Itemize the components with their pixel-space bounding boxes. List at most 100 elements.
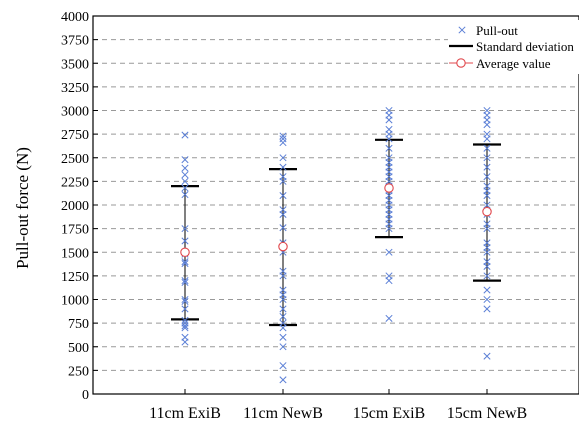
point-0-7 <box>181 225 189 233</box>
point-0-19 <box>181 322 189 330</box>
point-1-9-stroke-b <box>279 210 287 219</box>
point-1-25-stroke-b <box>279 376 287 384</box>
point-0-1-stroke-b <box>181 156 189 164</box>
point-3-16 <box>483 225 491 233</box>
point-0-8-stroke-b <box>181 237 189 245</box>
x-tick-label-2: 15cm ExiB <box>353 405 425 422</box>
point-1-22 <box>279 333 287 341</box>
point-3-7 <box>483 154 491 162</box>
point-0-20 <box>181 324 189 332</box>
average-marker-1 <box>278 241 288 252</box>
point-2-6-stroke-b <box>385 144 393 152</box>
point-0-3 <box>181 171 189 179</box>
point-3-23-stroke-b <box>483 286 491 294</box>
y-tick-label-4000: 4000 <box>61 10 89 25</box>
point-1-21-stroke-b <box>279 324 287 332</box>
x-axis-ticks: 11cm ExiB 11cm NewB 15cm ExiB 15cm NewB <box>149 389 527 422</box>
point-0-4 <box>181 177 189 185</box>
average-marker-2 <box>384 183 394 193</box>
point-0-16 <box>181 305 189 313</box>
y-tick-label-0: 0 <box>82 388 89 403</box>
point-0-14-stroke-b <box>181 295 189 304</box>
point-1-2 <box>279 139 287 147</box>
point-0-16-stroke-b <box>181 305 189 313</box>
point-3-12 <box>483 191 491 200</box>
point-0-11-stroke-b <box>181 260 189 268</box>
point-0-4-stroke-b <box>181 177 189 185</box>
point-1-10-stroke-b <box>279 224 287 232</box>
point-2-25 <box>385 277 393 285</box>
point-3-5 <box>483 135 491 143</box>
point-0-5 <box>181 184 189 192</box>
point-1-2-stroke-b <box>279 139 287 147</box>
point-0-7-stroke-b <box>181 225 189 233</box>
point-3-24 <box>483 295 491 304</box>
point-3-26-stroke-b <box>483 352 491 360</box>
point-2-2-stroke-b <box>385 116 393 124</box>
y-tick-label-750: 750 <box>68 317 89 332</box>
point-0-2 <box>181 164 189 172</box>
point-3-7-stroke-b <box>483 154 491 162</box>
y-tick-label-250: 250 <box>68 364 89 379</box>
y-tick-label-3000: 3000 <box>61 105 89 120</box>
pullout-points <box>181 106 491 384</box>
point-1-0 <box>279 132 287 140</box>
point-3-9-stroke-b <box>483 173 491 181</box>
point-0-15 <box>181 297 189 305</box>
point-1-14-stroke-b <box>279 272 287 280</box>
point-0-22 <box>181 338 189 346</box>
point-3-16-stroke-b <box>483 225 491 233</box>
point-1-10 <box>279 224 287 232</box>
point-1-24 <box>279 362 287 370</box>
point-1-25 <box>279 376 287 384</box>
point-2-26-stroke-b <box>385 314 393 322</box>
x-tick-label-0: 11cm ExiB <box>149 405 221 422</box>
y-tick-label-1750: 1750 <box>61 223 89 238</box>
point-1-18-stroke-b <box>279 305 287 313</box>
legend-pullout-cross <box>458 26 466 34</box>
legend-pullout-icon <box>458 26 466 34</box>
point-3-12-stroke-b <box>483 191 491 200</box>
point-1-19-stroke-b <box>279 312 287 321</box>
point-3-25-stroke-b <box>483 305 491 313</box>
point-1-17 <box>279 295 287 304</box>
point-0-14 <box>181 295 189 304</box>
y-axis-ticks: 0 250 500 750 1000 1250 1500 1750 2000 2250 2500 27… <box>61 10 98 403</box>
y-tick-label-500: 500 <box>68 341 89 356</box>
point-3-19-stroke-b <box>483 248 491 256</box>
point-1-22-stroke-b <box>279 333 287 341</box>
point-2-5 <box>385 135 393 143</box>
x-tick-label-1: 11cm NewB <box>243 405 323 422</box>
point-0-17-stroke-b <box>181 316 189 324</box>
point-3-21 <box>483 262 491 270</box>
point-1-6 <box>279 177 287 185</box>
point-0-0 <box>181 131 189 139</box>
point-3-21-stroke-b <box>483 262 491 270</box>
point-1-21 <box>279 324 287 332</box>
legend: Pull-out Standard deviation Average valu… <box>448 20 579 74</box>
point-1-0-stroke-b <box>279 132 287 140</box>
point-0-6-stroke-b <box>181 191 189 199</box>
point-3-22 <box>483 272 491 280</box>
point-1-7 <box>279 191 287 200</box>
point-0-3-stroke-b <box>181 171 189 179</box>
point-3-8-stroke-b <box>483 163 491 171</box>
point-1-24-stroke-b <box>279 362 287 370</box>
y-tick-label-2500: 2500 <box>61 152 89 167</box>
point-0-13-stroke-b <box>181 278 189 287</box>
point-1-23-stroke-b <box>279 343 287 351</box>
y-tick-label-1000: 1000 <box>61 294 89 309</box>
y-tick-label-3500: 3500 <box>61 57 89 72</box>
y-tick-label-2250: 2250 <box>61 175 89 190</box>
point-0-10 <box>181 258 189 266</box>
point-3-26 <box>483 352 491 360</box>
y-tick-label-1250: 1250 <box>61 270 89 285</box>
point-3-3 <box>483 121 491 129</box>
average-marker-3 <box>482 206 492 217</box>
point-0-10-stroke-b <box>181 258 189 266</box>
point-1-18 <box>279 305 287 313</box>
y-tick-label-3250: 3250 <box>61 81 89 96</box>
point-3-8 <box>483 163 491 171</box>
point-0-12 <box>181 277 189 285</box>
